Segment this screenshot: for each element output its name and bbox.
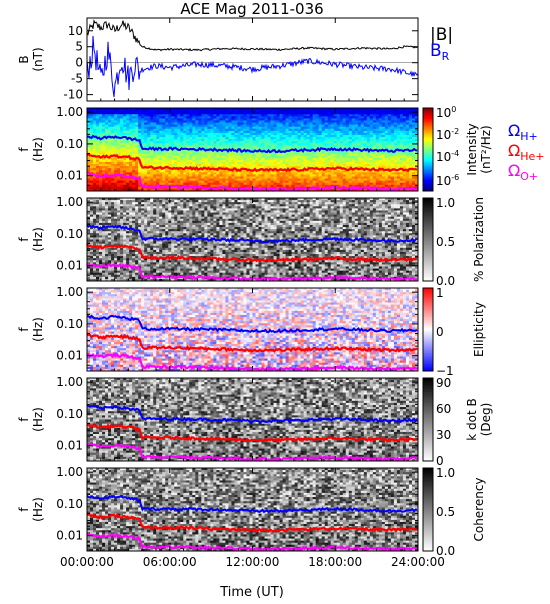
legend-gyro-main: Ω <box>508 161 520 180</box>
y-tick-label: 0.01 <box>56 169 83 183</box>
b-field-plot <box>87 21 418 97</box>
y-tick-label: 0 <box>75 56 83 70</box>
colorbar-tick-label: 10-4 <box>436 149 459 164</box>
series-line-b <box>87 21 418 51</box>
y-axis-unit: (nT) <box>31 47 45 71</box>
chart-title: ACE Mag 2011-036 <box>180 0 323 18</box>
colorbar-label: Intensity <box>465 123 479 175</box>
colorbar-tick-exp: -4 <box>451 149 459 158</box>
y-tick-label: -5 <box>71 72 83 86</box>
y-axis-title: f <box>17 147 31 152</box>
colorbar-tick-base: 10 <box>436 128 451 142</box>
y-tick-label: 10 <box>68 24 83 38</box>
colorbar-tick-base: 10 <box>436 150 451 164</box>
panels: 1050-5-10B(nT)|B|BR1.000.100.01f(Hz)1001… <box>17 18 545 569</box>
y-axis-title: B <box>17 55 31 63</box>
y-tick-label: 1.00 <box>56 105 83 119</box>
spectrogram-pol <box>87 198 418 281</box>
y-axis-unit: (Hz) <box>31 137 45 162</box>
legend-gyro: ΩO+ <box>508 161 538 183</box>
colorbar-tick-exp: -6 <box>451 173 459 182</box>
legend-br-sub: R <box>442 50 450 63</box>
colorbar-label-unit: (nT²/Hz) <box>479 125 493 173</box>
colorbar-tick-label: 100 <box>436 105 456 120</box>
colorbar-tick-label: 10-6 <box>436 173 459 188</box>
y-tick-label: -10 <box>63 88 83 102</box>
legend-gyro: ΩH+ <box>508 121 538 143</box>
panel-frame <box>87 18 418 101</box>
colorbar-tick-label: 10-2 <box>436 127 459 142</box>
legend-gyro-sub: O+ <box>520 170 538 183</box>
colorbar-tick-exp: 0 <box>451 105 456 114</box>
legend-gyro: ΩHe+ <box>508 141 545 163</box>
colorbar-tick-base: 10 <box>436 106 451 120</box>
legend-gyro-main: Ω <box>508 121 520 140</box>
colorbar-tick-exp: -2 <box>451 127 459 136</box>
legend-br-main: B <box>430 41 442 61</box>
colorbar-tick-base: 10 <box>436 174 451 188</box>
spectrogram-spec <box>87 108 418 191</box>
legend-gyro-sub: H+ <box>520 130 538 143</box>
legend-gyro-main: Ω <box>508 141 520 160</box>
series-line-br <box>87 36 418 97</box>
y-tick-label: 0.10 <box>56 137 83 151</box>
y-tick-label: 5 <box>75 40 83 54</box>
legend-gyro-sub: He+ <box>520 150 544 163</box>
